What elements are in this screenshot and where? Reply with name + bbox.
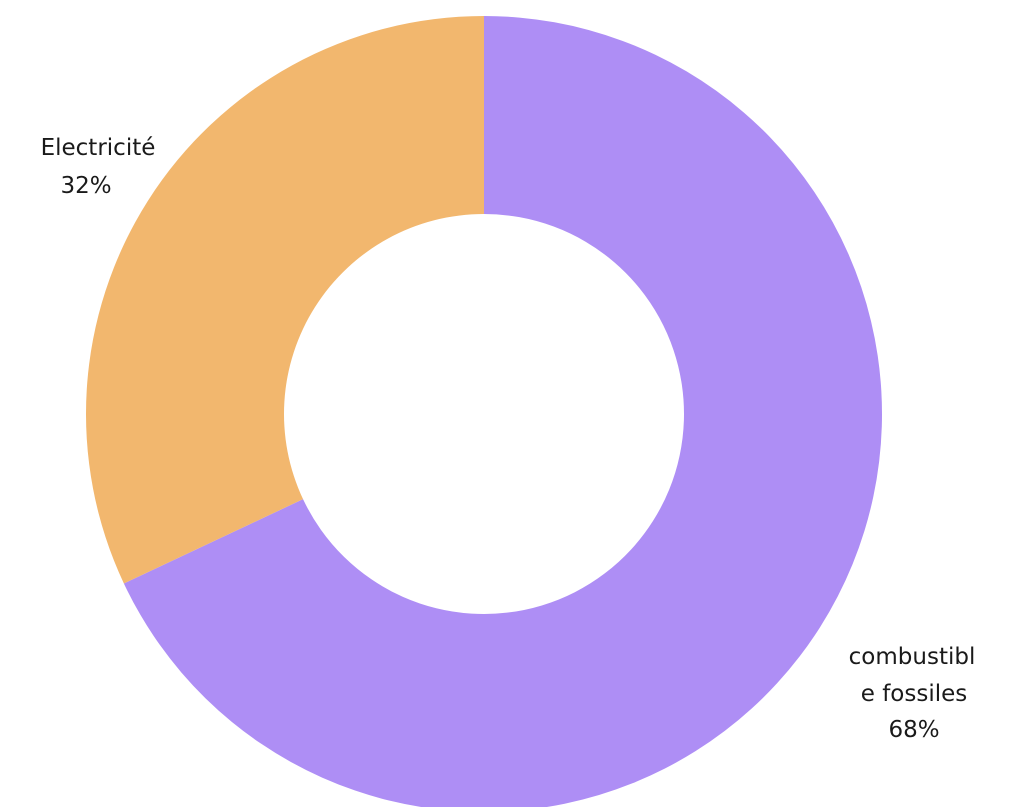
slice-label-combustibles-line1: combustibl — [849, 644, 976, 670]
slice-label-electricite: Electricité 32% — [41, 135, 156, 199]
slice-label-combustibles-line2: e fossiles — [861, 681, 968, 707]
donut-slice-combustibles-fossiles — [123, 16, 882, 807]
slice-label-combustibles-percent: 68% — [888, 717, 939, 743]
slice-label-electricite-name: Electricité — [41, 135, 156, 161]
donut-slice-electricite — [85, 16, 485, 584]
donut-slices — [85, 16, 882, 807]
slice-label-combustibles-fossiles: combustibl e fossiles 68% — [849, 644, 976, 743]
slice-label-electricite-percent: 32% — [60, 173, 111, 199]
